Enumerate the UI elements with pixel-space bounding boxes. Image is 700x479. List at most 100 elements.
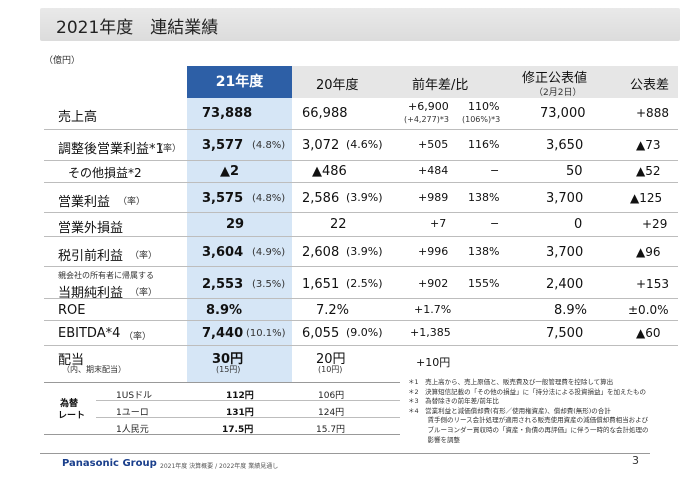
footer-source: 2021年度 決算概要 / 2022年度 業績見通し — [160, 463, 279, 470]
fx-value-fy21: 112円 — [226, 391, 254, 401]
yoy-diff: +1.7% — [414, 303, 452, 316]
value-fy21-pct: (10.1%) — [246, 328, 286, 339]
fx-divider — [96, 417, 400, 418]
yoy-diff: +505 — [418, 138, 449, 151]
yoy-ratio-sub: (106%)*3 — [462, 115, 501, 124]
row-label: ROE — [58, 303, 86, 318]
value-fy20: 6,055 — [302, 326, 340, 341]
row-divider — [44, 345, 678, 346]
row-label: 売上高 — [58, 110, 98, 125]
unit-label: （億円） — [44, 56, 81, 66]
brand-logo: Panasonic Group — [62, 458, 157, 469]
row-label-sub: 親会社の所有者に帰属する — [58, 271, 154, 280]
value-fy20: 20円 — [316, 352, 346, 367]
value-fy20-pct: (9.0%) — [346, 326, 383, 339]
fx-label-line2: レート — [58, 411, 86, 421]
footnote: ＊2 決算短信記載の「その他の損益」に「持分法による投資損益」を加えたもの — [408, 387, 646, 396]
header-revised: 修正公表値 — [522, 71, 588, 86]
fx-value-fy20: 124円 — [318, 408, 345, 418]
value-fy20: 2,586 — [302, 191, 340, 206]
fx-value-fy20: 15.7円 — [316, 425, 346, 435]
yoy-diff-sub: (+4,277)*3 — [404, 115, 449, 124]
row-label: 調整後営業利益*1 — [58, 142, 164, 157]
yoy-diff: +996 — [418, 245, 449, 258]
value-fy21: 7,440 — [202, 326, 244, 341]
fx-value-fy21: 131円 — [226, 408, 254, 418]
yoy-ratio: − — [490, 164, 500, 177]
value-fy20: 22 — [330, 217, 347, 232]
footnote: 影響を調整 — [408, 435, 461, 444]
value-fy21-pct: (4.8%) — [252, 140, 286, 151]
yoy-ratio: 138% — [468, 245, 500, 258]
page-number: 3 — [632, 454, 639, 467]
fx-label-line1: 為替 — [60, 399, 79, 409]
value-fy20: 3,072 — [302, 138, 340, 153]
row-label: EBITDA*4 — [58, 326, 121, 341]
value-fy21: 3,604 — [202, 245, 244, 260]
value-fy20: 2,608 — [302, 245, 340, 260]
title-bar: 2021年度 連結業績 — [40, 8, 680, 41]
value-fy21: ▲2 — [220, 164, 240, 179]
header-diff: 公表差 — [630, 78, 670, 93]
revised-value: 3,700 — [546, 245, 584, 260]
value-fy21: 3,575 — [202, 191, 244, 206]
value-fy21: 3,577 — [202, 138, 244, 153]
revised-value: 0 — [574, 217, 583, 232]
row-label-sub: （内、期末配当） — [62, 365, 126, 374]
yoy-diff: +10円 — [416, 356, 451, 369]
yoy-diff: +484 — [418, 164, 449, 177]
fx-divider — [96, 400, 400, 401]
fx-value-fy20: 106円 — [318, 391, 345, 401]
value-fy21-pct: (3.5%) — [252, 279, 286, 290]
revised-value: 7,500 — [546, 326, 584, 341]
value-fy21: 30円 — [212, 352, 244, 367]
header-yoy: 前年差/比 — [412, 78, 469, 93]
diff-value: ▲96 — [636, 245, 661, 259]
row-label: 当期純利益 — [58, 286, 124, 301]
header-bar — [292, 66, 678, 98]
yoy-ratio: 138% — [468, 191, 500, 204]
yoy-ratio: 116% — [468, 138, 500, 151]
fx-value-fy21: 17.5円 — [222, 425, 254, 435]
page-title: 2021年度 連結業績 — [56, 18, 219, 38]
row-label: 配当 — [58, 353, 85, 368]
footnote: ＊3 為替除きの前年差/前年比 — [408, 397, 499, 406]
row-divider — [44, 129, 678, 130]
row-divider — [44, 182, 678, 183]
row-divider — [44, 320, 678, 321]
revised-value: 50 — [566, 164, 583, 179]
value-fy21: 2,553 — [202, 277, 244, 292]
row-label-note: （率） — [118, 197, 146, 207]
diff-value: ▲73 — [636, 138, 661, 152]
value-fy21: 29 — [226, 217, 245, 232]
diff-value: ▲60 — [636, 326, 661, 340]
diff-value: +888 — [636, 106, 669, 120]
footnote: 賃手側のリース会計処理が適用される販売使用資産の減価償却費相当および — [408, 416, 649, 425]
value-fy20: 7.2% — [316, 303, 350, 318]
footnote: ブルーヨンダー買収時の「資産・負債の再評価」に伴う一時的な会計処理の — [408, 425, 649, 434]
row-label: 営業利益 — [58, 195, 111, 210]
fy21-highlight-column — [187, 66, 292, 382]
footnote: ＊1 売上高から、売上原価と、販売費及び一般管理費を控除して算出 — [408, 378, 614, 386]
diff-value: ▲125 — [630, 191, 663, 205]
row-label: 営業外損益 — [58, 221, 124, 236]
row-label-note: （率） — [130, 288, 158, 298]
row-divider — [44, 266, 678, 267]
value-fy20: 66,988 — [302, 106, 348, 121]
value-fy20-pct: (4.6%) — [346, 138, 383, 151]
yoy-ratio: 155% — [468, 277, 500, 290]
fx-currency: 1ユーロ — [116, 408, 149, 418]
header-fy20: 20年度 — [316, 78, 359, 93]
diff-value: ▲52 — [636, 164, 661, 178]
row-label: その他損益*2 — [68, 166, 142, 180]
yoy-ratio: 110% — [468, 100, 500, 113]
yoy-diff: +1,385 — [410, 326, 451, 339]
value-fy20-pct: (3.9%) — [346, 191, 383, 204]
value-fy20-pct: (10円) — [318, 365, 343, 374]
yoy-diff: +989 — [418, 191, 449, 204]
diff-value: +153 — [636, 277, 669, 291]
row-divider — [44, 236, 678, 237]
yoy-ratio: − — [490, 217, 500, 230]
value-fy21-pct: (4.8%) — [252, 193, 286, 204]
footer-divider — [40, 453, 650, 454]
